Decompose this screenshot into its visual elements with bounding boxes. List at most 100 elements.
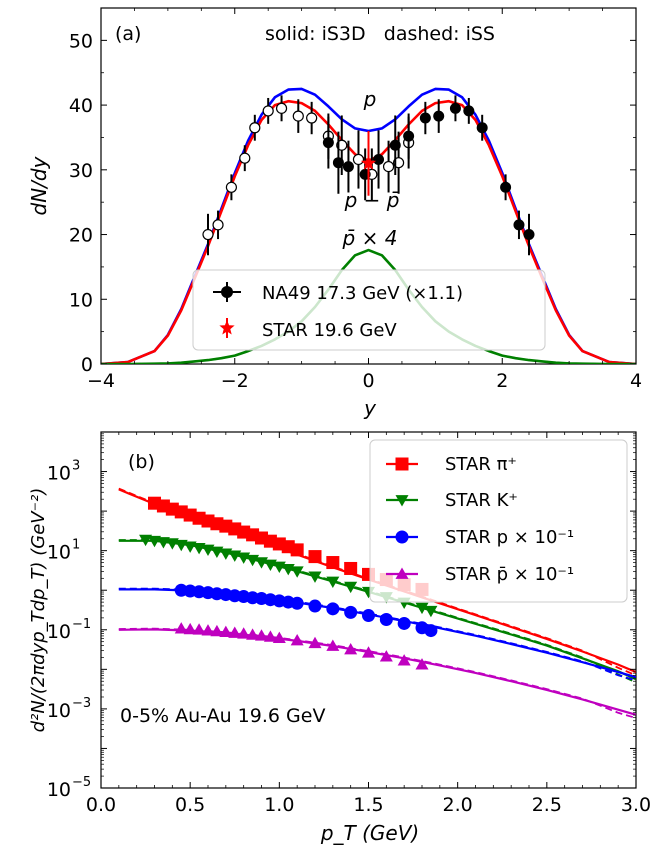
y-tick-label: 40 [69, 95, 93, 117]
y-tick-label-b-exponent: −5 [72, 775, 91, 790]
legend-box [192, 269, 546, 351]
panel-a-xlabel: y [363, 396, 377, 420]
panel-a-legend: NA49 17.3 GeV (×1.1) STAR 19.6 GeV [192, 269, 546, 351]
spectrum-point-0 [308, 550, 322, 564]
spectrum-point-3 [210, 624, 224, 637]
na49-filled-point [389, 139, 401, 151]
y-tick-label: 0 [81, 354, 93, 376]
spectrum-point-2 [424, 624, 438, 638]
spectrum-point-3 [415, 658, 429, 670]
na49-open-point [239, 152, 251, 164]
x-tick-label-b: 2.5 [532, 794, 562, 816]
spectrum-point-1 [415, 602, 429, 615]
na49-open-point [249, 122, 261, 134]
spectrum-point-1 [326, 576, 340, 589]
na49-filled-point [342, 161, 354, 173]
spectrum-point-3 [344, 643, 358, 655]
na49-filled-point [419, 112, 431, 124]
legend-pion-label: STAR π⁺ [445, 454, 517, 475]
spectrum-point-3 [192, 623, 206, 635]
na49-filled-point [449, 102, 461, 114]
na49-open-point [382, 160, 395, 173]
y-tick-label-b-exponent: 1 [72, 538, 80, 553]
panel-b-label: (b) [128, 451, 155, 473]
na49-filled-point [322, 137, 334, 149]
legend-kaon-label: STAR K⁺ [445, 490, 518, 511]
spectrum-point-3 [263, 630, 277, 642]
spectrum-point-3 [379, 650, 393, 662]
spectrum-point-0 [344, 561, 358, 575]
panel-b-xlabel: p_T (GeV) [320, 821, 419, 845]
panel-b-legend: STAR π⁺ STAR K⁺ STAR p × 10⁻¹ STAR p̄ × … [369, 439, 628, 603]
curve-antiproton-x4-dashed [101, 249, 636, 364]
na49-open-point [352, 153, 365, 166]
na49-open-point [212, 219, 224, 231]
panel-b-plot-area [118, 487, 636, 719]
na49-filled-point [500, 181, 512, 193]
y-tick-label-b: 10 [47, 463, 71, 485]
spectrum-point-1 [156, 537, 170, 549]
y-tick-label-b: 10 [47, 542, 71, 564]
na49-open-point [202, 228, 214, 241]
spectrum-point-3 [308, 636, 322, 649]
y-tick-label: 50 [69, 30, 93, 52]
legend-marker-3 [395, 567, 409, 579]
na49-filled-point [513, 219, 525, 231]
legend-marker-2 [395, 530, 409, 544]
spectrum-point-2 [290, 596, 304, 610]
y-tick-label: 20 [69, 225, 93, 247]
y-tick-label-b: 10 [47, 779, 71, 801]
na49-open-point [262, 105, 274, 117]
spectrum-point-1 [139, 534, 153, 547]
legend-marker-0 [395, 457, 409, 471]
spectrum-point-2 [362, 609, 375, 623]
spectrum-point-1 [344, 581, 358, 594]
x-tick-label-b: 1.0 [264, 794, 294, 816]
spectrum-point-3 [183, 622, 197, 635]
y-tick-label-b-exponent: −3 [72, 696, 91, 711]
y-tick-label: 30 [69, 160, 93, 182]
y-tick-label: 10 [69, 289, 93, 311]
spectrum-point-3 [174, 622, 188, 634]
x-tick-label: 2 [496, 370, 508, 392]
panel-a-label: (a) [115, 23, 141, 45]
spectrum-point-0 [290, 543, 304, 557]
na49-filled-point [403, 130, 415, 142]
x-tick-label: 0 [362, 370, 374, 392]
spectrum-point-3 [219, 625, 233, 638]
x-tick-label-b: 0.0 [86, 794, 116, 816]
legend-star-marker [219, 320, 235, 335]
na49-open-point [275, 102, 288, 114]
spectrum-point-1 [308, 571, 322, 583]
panel-a-header: solid: iS3D dashed: iSS [265, 23, 495, 45]
spectrum-point-2 [344, 605, 358, 619]
legend-na49-label: NA49 17.3 GeV (×1.1) [262, 283, 463, 304]
y-tick-label-b-exponent: 3 [72, 459, 80, 474]
legend-box-b [369, 439, 628, 603]
label-antiproton-x4: p̄ × 4 [342, 226, 398, 250]
x-tick-label-b: 0.5 [175, 794, 205, 816]
y-tick-label-b-exponent: −1 [72, 617, 91, 632]
x-tick-label-b: 1.5 [353, 794, 383, 816]
spectrum-point-1 [148, 535, 161, 548]
spectrum-point-3 [362, 646, 375, 658]
x-tick-label: −2 [221, 370, 249, 392]
x-tick-label-b: 2.0 [443, 794, 473, 816]
legend-proton-label: STAR p × 10⁻¹ [445, 527, 574, 548]
spectrum-point-2 [397, 616, 411, 630]
spectrum-point-1 [290, 566, 304, 578]
spectrum-point-2 [379, 612, 393, 626]
label-proton: p [363, 87, 377, 111]
na49-open-point [225, 181, 238, 193]
label-net-proton: p − p̄ [344, 188, 400, 212]
na49-filled-point [332, 157, 344, 169]
panel-b-ylabel: d²N/(2πdyp_Tdp_T) (GeV⁻²) [28, 488, 49, 733]
y-tick-label-b: 10 [47, 621, 71, 643]
na49-filled-point [463, 105, 475, 117]
spectrum-point-2 [326, 602, 340, 616]
